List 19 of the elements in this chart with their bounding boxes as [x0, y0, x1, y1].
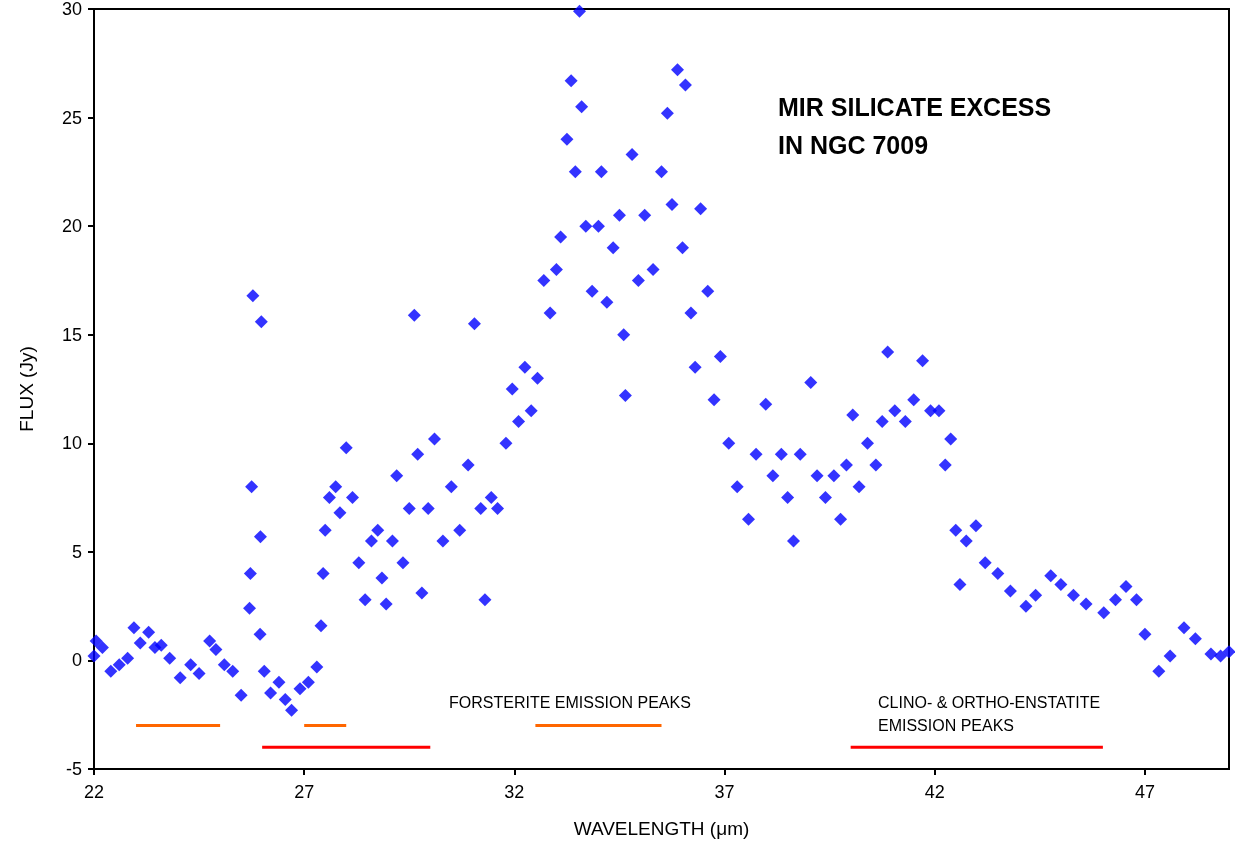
x-tick-label: 37	[714, 782, 735, 802]
x-tick-label: 42	[924, 782, 945, 802]
y-tick-label: 15	[61, 324, 82, 345]
x-tick-label: 32	[504, 782, 525, 802]
x-tick-label: 47	[1134, 782, 1155, 802]
annotation: CLINO- & ORTHO-ENSTATITE EMISSION PEAKS	[878, 694, 1101, 734]
y-tick-label: 10	[61, 433, 82, 454]
y-tick-label: 30	[61, 0, 82, 19]
y-tick-label: 0	[71, 650, 82, 671]
annotation: FORSTERITE EMISSION PEAKS	[449, 694, 691, 711]
text: MIR SILICATE EXCESS IN NGC 7009	[778, 93, 1052, 159]
y-tick-label: 5	[71, 541, 82, 562]
y-axis-title: FLUX (Jy)	[16, 346, 37, 432]
y-tick-label: 25	[61, 107, 82, 128]
x-tick-label: 27	[294, 782, 315, 802]
x-axis-title: WAVELENGTH (μm)	[573, 818, 750, 839]
y-tick-label: 20	[61, 216, 82, 237]
y-tick-label: -5	[65, 759, 82, 779]
x-tick-label: 22	[83, 782, 105, 802]
